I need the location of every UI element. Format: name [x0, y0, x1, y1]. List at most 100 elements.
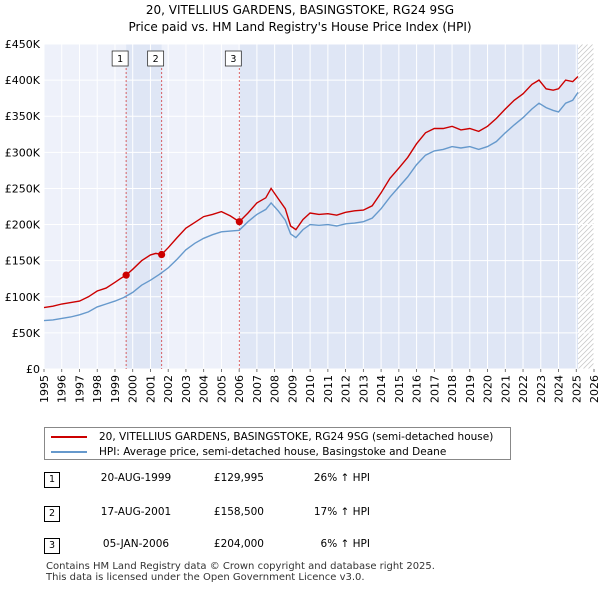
x-tick-label: 2004 — [198, 375, 211, 403]
chart-legend: 20, VITELLIUS GARDENS, BASINGSTOKE, RG24… — [44, 427, 511, 460]
x-tick-label: 2017 — [428, 375, 441, 403]
y-tick-label: £400K — [5, 74, 41, 87]
hatch-line — [577, 52, 594, 70]
hatch-line — [577, 212, 594, 230]
x-tick-label: 2026 — [588, 375, 600, 403]
hatch-line — [578, 44, 579, 45]
x-tick-label: 2000 — [127, 375, 140, 403]
sale-date: 20-AUG-1999 — [100, 472, 172, 484]
sale-hpi-change: 26% ↑ HPI — [313, 472, 370, 484]
hatch-line — [577, 307, 594, 325]
hatch-line — [577, 44, 584, 50]
hatch-line — [577, 77, 594, 95]
x-tick-label: 2012 — [340, 375, 353, 403]
hatch-line — [577, 167, 594, 185]
sale-marker-label: 3 — [230, 54, 236, 65]
hatch-line — [577, 47, 594, 65]
hatch-line — [578, 0, 594, 4]
hatch-line — [577, 67, 594, 85]
x-tick-label: 2016 — [411, 375, 424, 403]
x-tick-label: 2003 — [180, 375, 193, 403]
table-row: 1 20-AUG-1999 £129,995 26% ↑ HPI — [0, 470, 600, 488]
sale-date: 05-JAN-2006 — [102, 538, 170, 550]
hatch-line — [577, 182, 594, 200]
x-tick-label: 1995 — [38, 375, 51, 403]
x-tick-label: 2011 — [322, 375, 335, 403]
sale-hpi-change: 17% ↑ HPI — [313, 506, 370, 518]
hatch-line — [577, 197, 594, 215]
legend-swatch-hpi — [51, 451, 87, 453]
footer-line-1: Contains HM Land Registry data © Crown c… — [46, 561, 435, 572]
sale-marker-box — [147, 50, 165, 67]
x-tick-label: 2005 — [215, 375, 228, 403]
hatch-line — [577, 347, 594, 365]
hatch-line — [577, 272, 594, 290]
x-tick-label: 1997 — [73, 375, 86, 403]
x-tick-label: 2010 — [304, 375, 317, 403]
hatch-line — [577, 202, 594, 220]
hatch-line — [578, 0, 594, 14]
hatch-line — [577, 322, 594, 340]
hatch-line — [577, 142, 594, 160]
price-chart: 20, VITELLIUS GARDENS, BASINGSTOKE, RG24… — [5, 0, 600, 420]
hatch-line — [578, 8, 594, 24]
series-line — [43, 92, 579, 322]
hatch-line — [578, 18, 594, 34]
x-tick-label: 1996 — [56, 375, 69, 403]
hatch-line — [577, 332, 594, 350]
hatch-line — [577, 44, 594, 60]
x-tick-label: 2009 — [286, 375, 299, 403]
hatch-line — [577, 157, 594, 175]
x-tick-label: 1998 — [91, 375, 104, 403]
x-tick-label: 2013 — [357, 375, 370, 403]
hatch-line — [577, 147, 594, 165]
sale-date: 17-AUG-2001 — [100, 506, 172, 518]
hatch-line — [577, 217, 594, 235]
hatch-line — [577, 337, 594, 355]
x-tick-label: 2025 — [570, 375, 583, 403]
sale-point — [158, 250, 166, 259]
x-tick-label: 2023 — [535, 375, 548, 403]
chart-title: 20, VITELLIUS GARDENS, BASINGSTOKE, RG24… — [146, 3, 454, 17]
hatch-line — [577, 342, 594, 360]
hatch-line — [577, 277, 594, 295]
hatch-line — [577, 132, 594, 150]
x-tick-label: 2024 — [553, 375, 566, 403]
hatch-line — [587, 362, 594, 369]
hatch-line — [577, 82, 594, 100]
series-line — [43, 75, 579, 309]
footer-attribution: Contains HM Land Registry data © Crown c… — [46, 561, 435, 583]
y-tick-label: £350K — [5, 110, 41, 123]
x-tick-label: 2015 — [393, 375, 406, 403]
table-row: 2 17-AUG-2001 £158,500 17% ↑ HPI — [0, 504, 600, 522]
x-tick-label: 2020 — [482, 375, 495, 403]
hatch-line — [577, 87, 594, 105]
hatch-line — [577, 172, 594, 190]
sale-price: £129,995 — [213, 472, 264, 484]
hatch-line — [577, 227, 594, 245]
hatch-line — [578, 13, 594, 29]
hatch-line — [577, 302, 594, 320]
sale-number-badge: 2 — [44, 506, 60, 522]
legend-item-hpi: HPI: Average price, semi-detached house,… — [51, 445, 446, 459]
legend-label-hpi: HPI: Average price, semi-detached house,… — [99, 446, 447, 458]
hatch-line — [578, 23, 594, 39]
hatch-line — [577, 317, 594, 335]
hatch-line — [577, 232, 594, 250]
hatch-line — [577, 152, 594, 170]
hatch-line — [577, 92, 594, 110]
hatch-line — [577, 122, 594, 140]
sale-marker-box — [224, 50, 242, 67]
sale-price: £158,500 — [213, 506, 264, 518]
y-tick-label: £100K — [5, 291, 41, 304]
hatch-line — [577, 222, 594, 240]
y-tick-label: £450K — [5, 38, 41, 51]
hatch-line — [577, 62, 594, 80]
hatch-line — [578, 418, 594, 420]
hatch-line — [577, 312, 594, 330]
hatch-line — [577, 297, 594, 315]
chart-subtitle: Price paid vs. HM Land Registry's House … — [128, 20, 471, 34]
x-tick-label: 1999 — [109, 375, 122, 403]
hatch-line — [577, 267, 594, 285]
hatch-line — [578, 413, 594, 420]
